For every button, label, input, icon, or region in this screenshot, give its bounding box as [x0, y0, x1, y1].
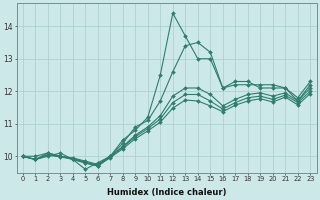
- X-axis label: Humidex (Indice chaleur): Humidex (Indice chaleur): [107, 188, 226, 197]
